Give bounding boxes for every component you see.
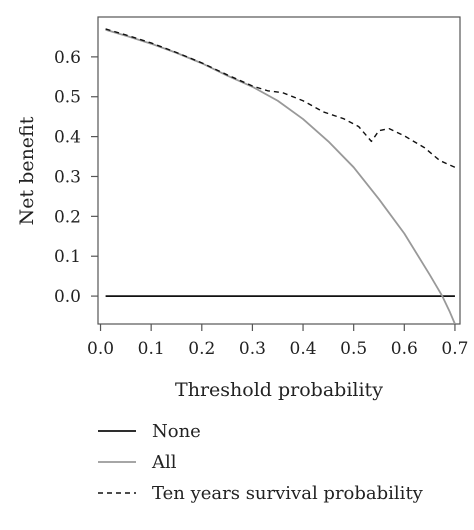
y-axis: 0.0 0.1 0.2 0.3 0.4 0.5 0.6: [54, 48, 98, 307]
x-tick-label: 0.6: [391, 339, 418, 359]
legend-label-all: All: [151, 452, 177, 473]
y-tick-label: 0.3: [54, 167, 81, 187]
x-axis-title: Threshold probability: [175, 379, 383, 401]
series-line-ten-years-survival-probability: [105, 28, 456, 168]
x-tick-label: 0.3: [239, 339, 266, 359]
x-tick-label: 0.5: [340, 339, 367, 359]
x-tick-label: 0.7: [441, 339, 468, 359]
y-tick-label: 0.2: [54, 207, 81, 227]
x-axis: 0.0 0.1 0.2 0.3 0.4 0.5 0.6 0.7: [87, 324, 468, 359]
x-tick-label: 0.2: [188, 339, 215, 359]
series-line-all: [105, 28, 456, 324]
legend-label-ten-years-survival-probability: Ten years survival probability: [152, 483, 424, 504]
y-tick-label: 0.6: [54, 48, 81, 68]
legend: None All Ten years survival probability: [98, 421, 424, 504]
x-tick-label: 0.4: [290, 339, 317, 359]
y-tick-label: 0.5: [54, 88, 81, 108]
plot-frame: [97, 16, 461, 325]
y-tick-label: 0.4: [54, 128, 81, 148]
series-layer: [105, 28, 456, 324]
legend-label-none: None: [152, 421, 201, 442]
y-tick-label: 0.1: [54, 247, 81, 267]
x-tick-label: 0.1: [138, 339, 165, 359]
x-tick-label: 0.0: [87, 339, 114, 359]
y-tick-label: 0.0: [54, 287, 81, 307]
y-axis-title: Net benefit: [16, 116, 38, 225]
